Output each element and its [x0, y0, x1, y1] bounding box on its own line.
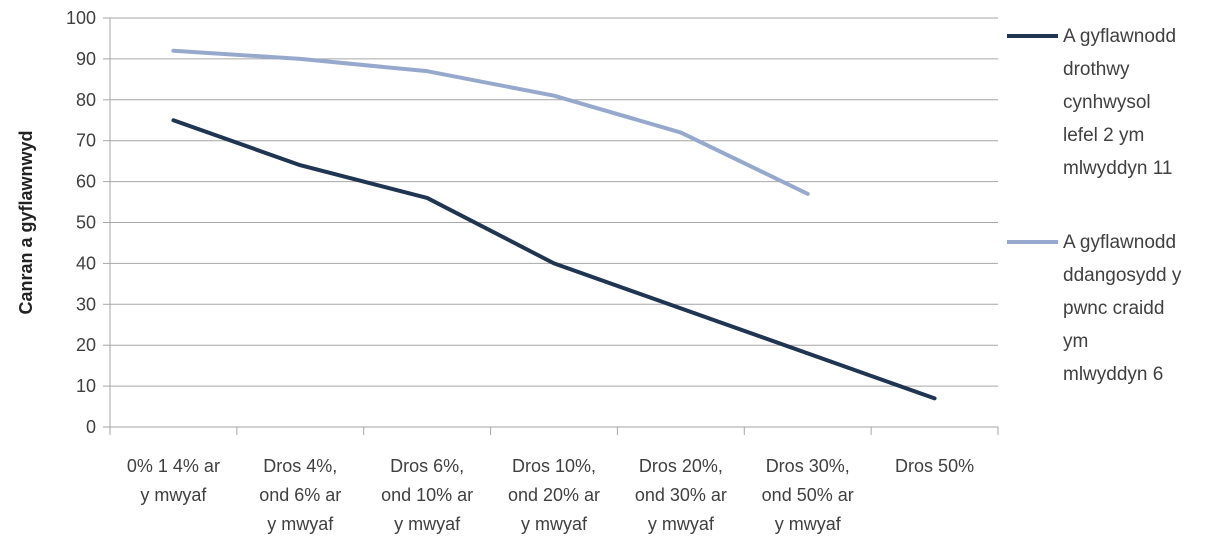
x-tick-label-line: Dros 6%, — [390, 456, 464, 476]
x-tick-label: Dros 4%, ond 6% ar y mwyaf — [259, 456, 341, 534]
legend-entry-line: ddangosydd y — [1063, 265, 1182, 286]
legend: A gyflawnodd drothwy cynhwysol lefel 2 ym ml… — [1007, 26, 1182, 385]
x-tick-label-line: Dros 20%, — [639, 456, 723, 476]
legend-entry-line: ym — [1063, 331, 1088, 352]
x-tick-label-line: ond 30% ar — [635, 485, 727, 505]
y-tick-labels: 0 10 20 30 40 50 60 70 80 90 100 — [66, 8, 96, 437]
y-tick-label: 60 — [76, 172, 96, 192]
axes — [103, 17, 999, 435]
y-tick-label: 40 — [76, 253, 96, 273]
series-line-1 — [171, 118, 937, 401]
x-tick-label-line: ond 6% ar — [259, 485, 341, 505]
y-tick-label: 100 — [66, 8, 96, 28]
y-tick-label: 70 — [76, 131, 96, 151]
y-tick-label: 50 — [76, 213, 96, 233]
x-tick-label: Dros 20%, ond 30% ar y mwyaf — [635, 456, 727, 534]
legend-entry-1: A gyflawnodd drothwy cynhwysol lefel 2 ym ml… — [1063, 26, 1176, 179]
y-tick-label: 30 — [76, 294, 96, 314]
y-tick-label: 0 — [86, 417, 96, 437]
legend-entry-line: pwnc craidd — [1063, 298, 1164, 319]
y-tick-label: 20 — [76, 335, 96, 355]
x-tick-label-line: y mwyaf — [394, 514, 461, 534]
legend-entry-line: drothwy — [1063, 59, 1130, 80]
x-tick-label-line: ond 10% ar — [381, 485, 473, 505]
legend-entry-line: cynhwysol — [1063, 92, 1151, 113]
x-tick-label-line: y mwyaf — [648, 514, 715, 534]
x-tick-label: Dros 10%, ond 20% ar y mwyaf — [508, 456, 600, 534]
x-tick-label-line: y mwyaf — [267, 514, 334, 534]
legend-entry-line: mlwyddyn 6 — [1063, 364, 1163, 385]
x-tick-label-line: 0% 1 4% ar — [127, 456, 220, 476]
legend-entry-line: A gyflawnodd — [1063, 26, 1176, 47]
y-tick-label: 80 — [76, 90, 96, 110]
legend-entry-line: mlwyddyn 11 — [1063, 158, 1172, 179]
x-tick-label-line: Dros 30%, — [766, 456, 850, 476]
y-tick-label: 90 — [76, 49, 96, 69]
legend-entry-line: lefel 2 ym — [1063, 125, 1144, 146]
x-tick-label-line: Dros 50% — [895, 456, 974, 476]
legend-entry-line: A gyflawnodd — [1063, 232, 1176, 253]
x-tick-labels: 0% 1 4% ar y mwyaf Dros 4%, ond 6% ar y mwya… — [127, 456, 974, 534]
gridlines — [110, 17, 998, 387]
y-tick-label: 10 — [76, 376, 96, 396]
x-tick-label: Dros 6%, ond 10% ar y mwyaf — [381, 456, 473, 534]
x-tick-label-line: ond 50% ar — [762, 485, 854, 505]
x-tick-label-line: Dros 10%, — [512, 456, 596, 476]
x-tick-label-line: ond 20% ar — [508, 485, 600, 505]
series-line-2 — [171, 48, 810, 196]
series-lines — [171, 48, 937, 401]
legend-entry-2: A gyflawnodd ddangosydd y pwnc craidd ym mlw… — [1063, 232, 1182, 385]
y-axis-title: Canran a gyflawnwyd — [16, 130, 36, 314]
x-tick-label-line: Dros 4%, — [263, 456, 337, 476]
x-tick-label: 0% 1 4% ar y mwyaf — [127, 456, 220, 505]
x-tick-label-line: y mwyaf — [521, 514, 588, 534]
x-tick-label-line: y mwyaf — [140, 485, 207, 505]
x-tick-label: Dros 30%, ond 50% ar y mwyaf — [762, 456, 854, 534]
x-tick-label-line: y mwyaf — [775, 514, 842, 534]
x-tick-label: Dros 50% — [895, 456, 974, 476]
